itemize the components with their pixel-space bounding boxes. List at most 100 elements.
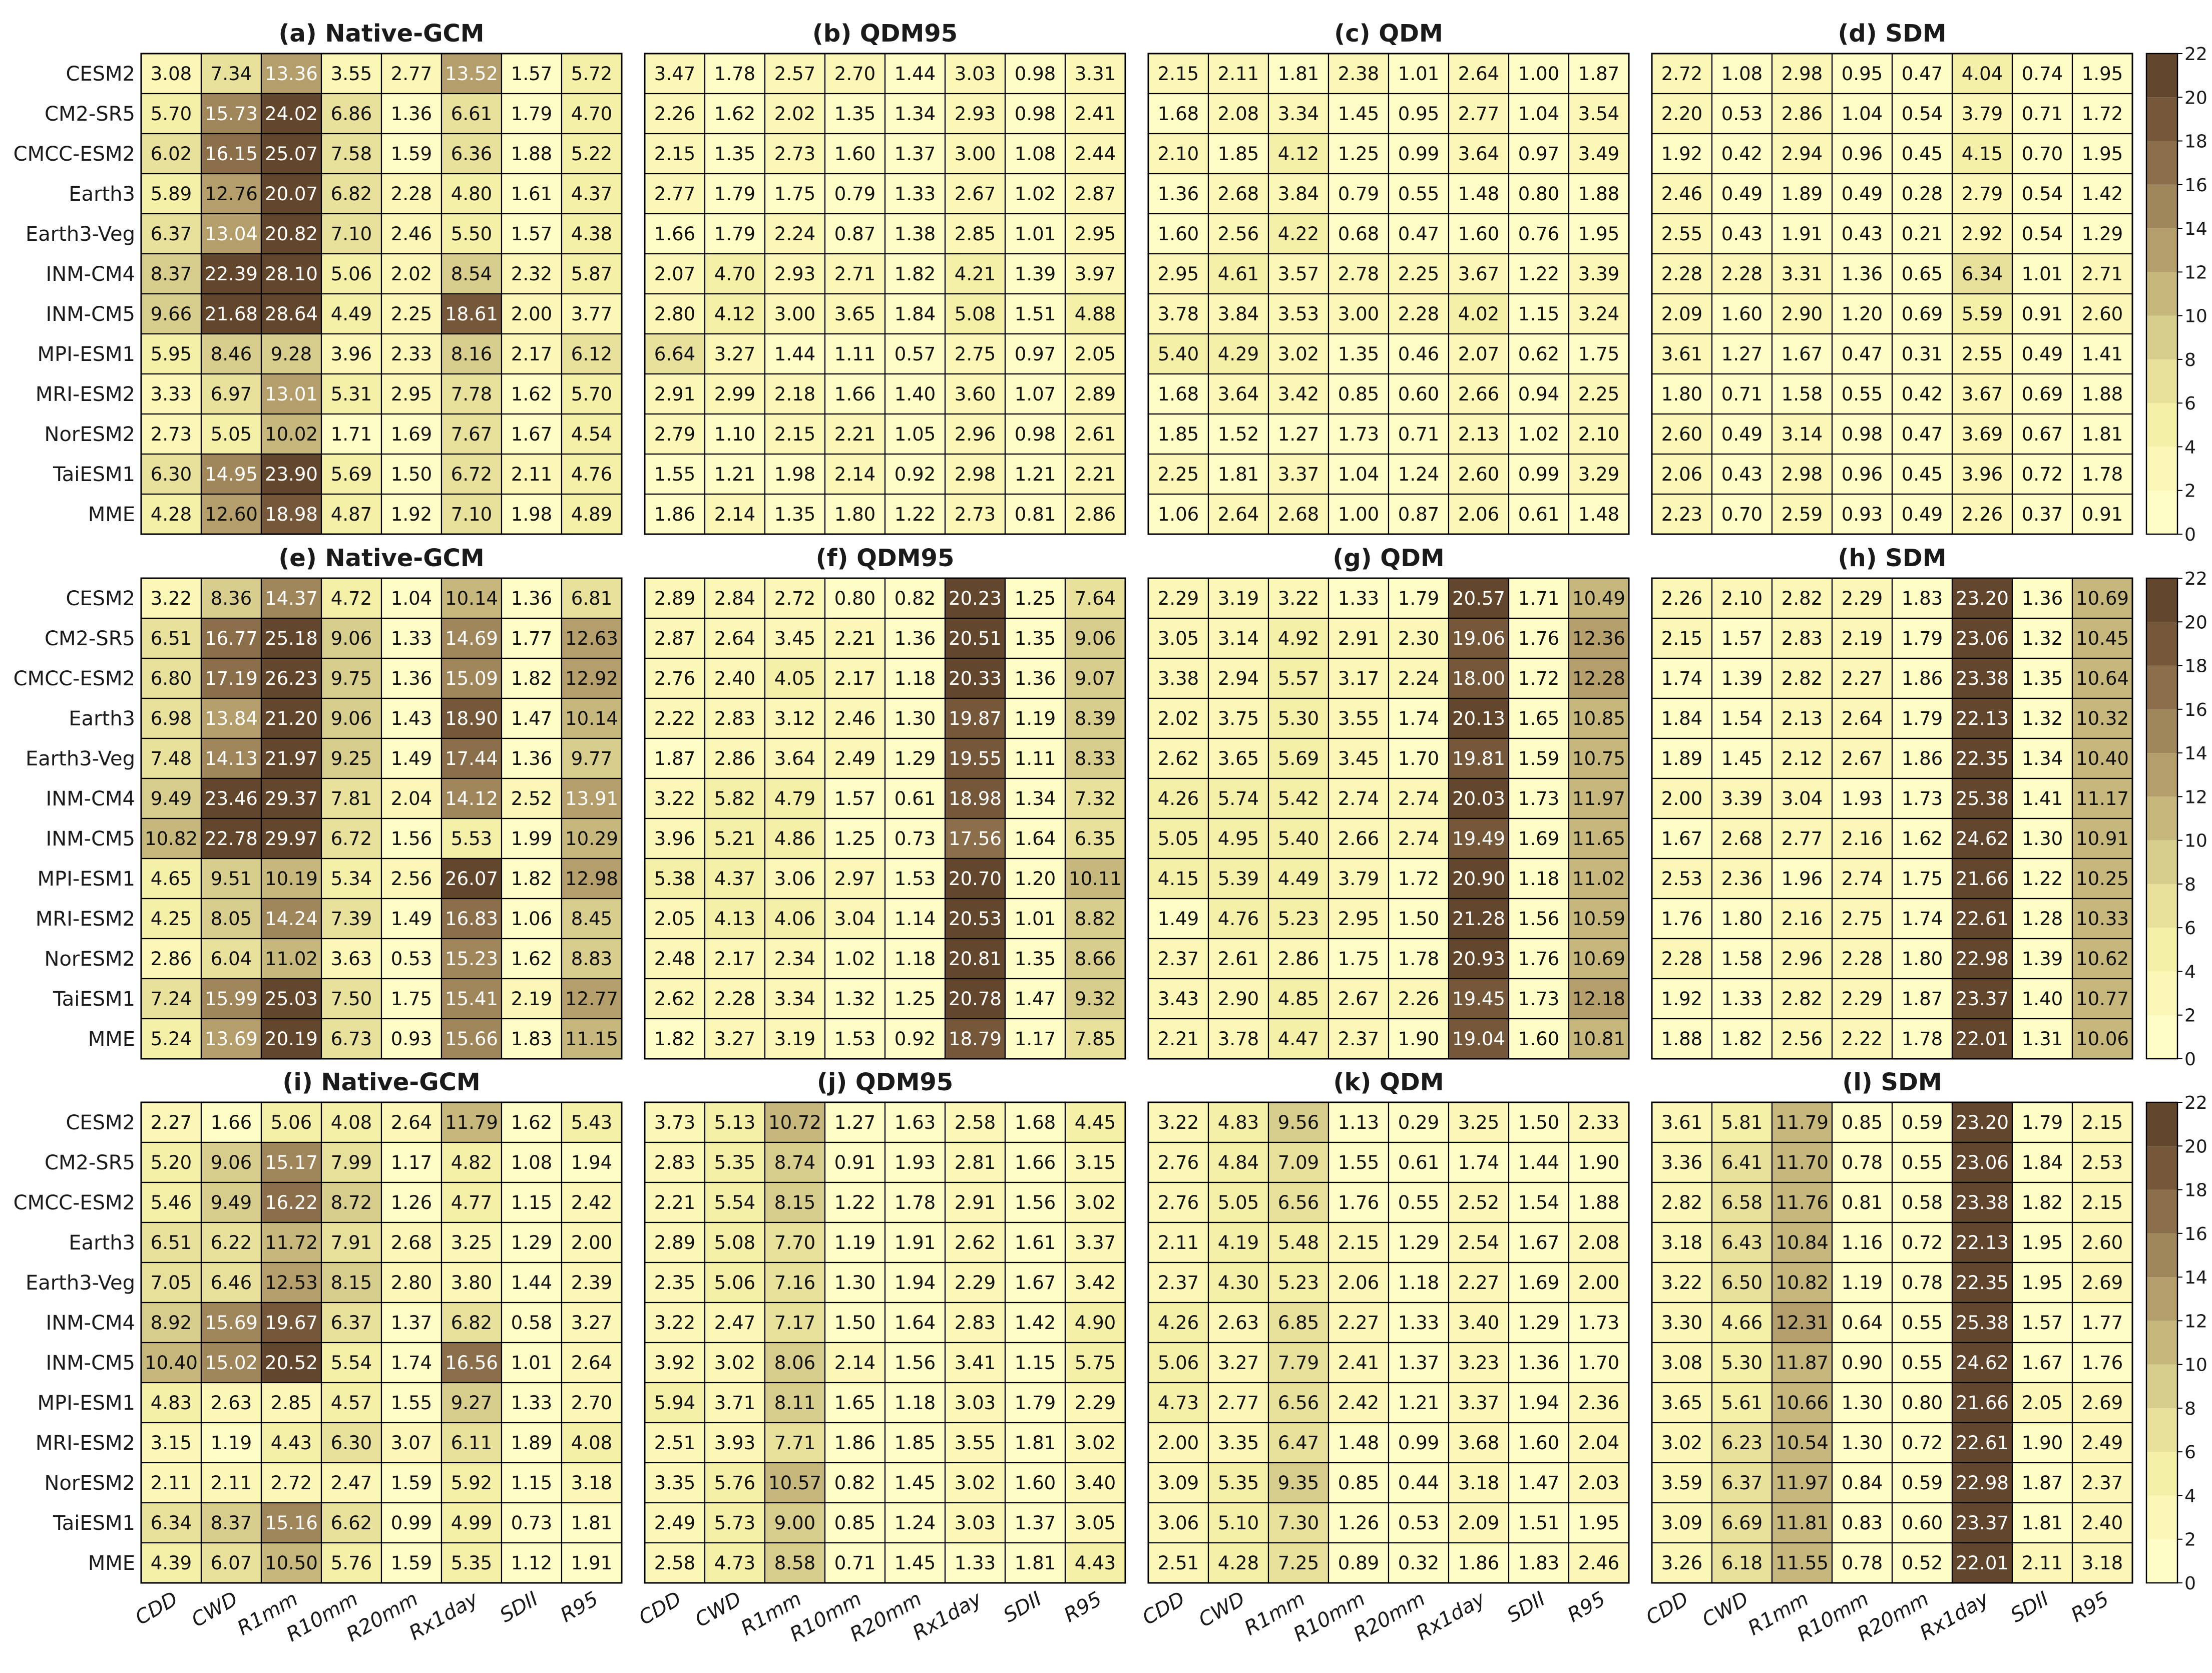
heatmap-cell <box>561 93 623 135</box>
cell-value-label: 3.03 <box>955 1512 996 1534</box>
cell-value-label: 1.70 <box>1578 1352 1619 1374</box>
colorbar-segment <box>2146 709 2177 753</box>
heatmap-cell <box>1508 1221 1570 1264</box>
cell-value-label: 0.42 <box>1902 383 1943 405</box>
heatmap-cell <box>824 133 886 175</box>
cell-value-label: 2.76 <box>654 668 695 689</box>
heatmap-cell <box>1004 1422 1066 1464</box>
cell-value-label: 0.45 <box>1902 464 1943 485</box>
colorbar-tick-label: 18 <box>2184 132 2207 152</box>
heatmap-cell <box>1448 1342 1510 1384</box>
heatmap-cell <box>440 1422 503 1464</box>
heatmap-cell <box>501 133 563 175</box>
heatmap-cell <box>884 1101 946 1143</box>
cell-value-label: 5.35 <box>1218 1472 1259 1494</box>
heatmap-cell <box>200 253 262 295</box>
heatmap-cell <box>1004 577 1066 619</box>
cell-value-label: 0.67 <box>2022 424 2063 445</box>
cell-value-label: 5.70 <box>571 383 612 405</box>
cell-value-label: 1.05 <box>895 424 936 445</box>
cell-value-label: 1.08 <box>1015 143 1056 165</box>
cell-value-label: 3.53 <box>1278 303 1319 325</box>
cell-value-label: 2.11 <box>211 1472 252 1494</box>
cell-value-label: 2.41 <box>1338 1352 1379 1374</box>
cell-value-label: 22.01 <box>1956 1028 2009 1050</box>
heatmap-cell <box>1267 213 1330 255</box>
heatmap-cell <box>561 53 623 95</box>
heatmap-cell <box>644 293 706 335</box>
cell-value-label: 8.54 <box>451 263 492 285</box>
heatmap-cell <box>440 93 503 135</box>
cell-value-label: 4.43 <box>1075 1552 1116 1574</box>
cell-value-label: 2.62 <box>1158 748 1199 769</box>
cell-value-label: 2.03 <box>1578 1472 1619 1494</box>
cell-value-label: 0.59 <box>1902 1112 1943 1133</box>
heatmap-cell <box>1207 253 1269 295</box>
heatmap-cell <box>380 1141 443 1183</box>
heatmap-cell <box>644 1542 706 1584</box>
cell-value-label: 0.99 <box>1398 1432 1439 1454</box>
cell-value-label: 2.86 <box>1278 948 1319 970</box>
heatmap-cell <box>140 1342 202 1384</box>
cell-value-label: 0.97 <box>1015 343 1056 365</box>
cell-value-label: 6.37 <box>1721 1472 1762 1494</box>
heatmap-cell <box>704 453 766 495</box>
heatmap-cell <box>501 1422 563 1464</box>
heatmap-cell <box>1147 1302 1209 1344</box>
cell-value-label: 1.13 <box>1338 1112 1379 1133</box>
cell-value-label: 1.33 <box>895 183 936 205</box>
heatmap-cell <box>1831 413 1893 455</box>
heatmap-cell <box>824 1221 886 1264</box>
cell-value-label: 1.36 <box>391 668 432 689</box>
heatmap-cell <box>1651 737 1713 779</box>
cell-value-label: 1.32 <box>2022 628 2063 649</box>
cell-value-label: 1.15 <box>1518 303 1559 325</box>
cell-value-label: 1.96 <box>1782 868 1823 890</box>
cell-value-label: 0.43 <box>1842 223 1883 245</box>
cell-value-label: 2.25 <box>1578 383 1619 405</box>
cell-value-label: 2.21 <box>1158 1028 1199 1050</box>
heatmap-cell <box>1328 133 1390 175</box>
heatmap-cell <box>1147 1141 1209 1183</box>
heatmap-cell <box>501 697 563 739</box>
heatmap-cell <box>1328 1422 1390 1464</box>
heatmap-cell <box>440 777 503 819</box>
cell-value-label: 1.18 <box>895 668 936 689</box>
cell-value-label: 5.76 <box>331 1552 372 1574</box>
cell-value-label: 1.86 <box>1458 1552 1499 1574</box>
row-label: MRI-ESM2 <box>36 383 135 406</box>
cell-value-label: 2.82 <box>1782 668 1823 689</box>
heatmap-cell <box>561 617 623 659</box>
colorbar-segment <box>2146 578 2177 622</box>
colorbar-segment <box>2146 1277 2177 1321</box>
cell-value-label: 3.61 <box>1661 1112 1702 1133</box>
heatmap-cell <box>944 1462 1006 1504</box>
cell-value-label: 2.14 <box>834 1352 875 1374</box>
cell-value-label: 21.28 <box>1452 908 1505 930</box>
cell-value-label: 0.64 <box>1842 1312 1883 1334</box>
heatmap-cell <box>764 453 826 495</box>
heatmap-cell <box>824 1018 886 1060</box>
heatmap-cell <box>704 1221 766 1264</box>
colorbar-tick-label: 2 <box>2184 1006 2196 1026</box>
cell-value-label: 2.71 <box>2082 263 2123 285</box>
cell-value-label: 2.11 <box>511 464 552 485</box>
heatmap-cell <box>1147 1462 1209 1504</box>
heatmap-cell <box>1568 253 1630 295</box>
column-label: SDII <box>2007 1587 2053 1627</box>
cell-value-label: 1.25 <box>895 988 936 1010</box>
heatmap-cell <box>944 777 1006 819</box>
heatmap-cell <box>1147 858 1209 900</box>
heatmap-cell <box>1891 697 1953 739</box>
cell-value-label: 20.33 <box>949 668 1002 689</box>
heatmap-cell <box>1448 1141 1510 1183</box>
cell-value-label: 1.79 <box>714 183 755 205</box>
cell-value-label: 2.49 <box>2082 1432 2123 1454</box>
heatmap-cell <box>501 1342 563 1384</box>
heatmap-cell <box>2011 938 2073 980</box>
cell-value-label: 1.80 <box>1661 383 1702 405</box>
cell-value-label: 18.79 <box>949 1028 1002 1050</box>
cell-value-label: 4.45 <box>1075 1112 1116 1133</box>
